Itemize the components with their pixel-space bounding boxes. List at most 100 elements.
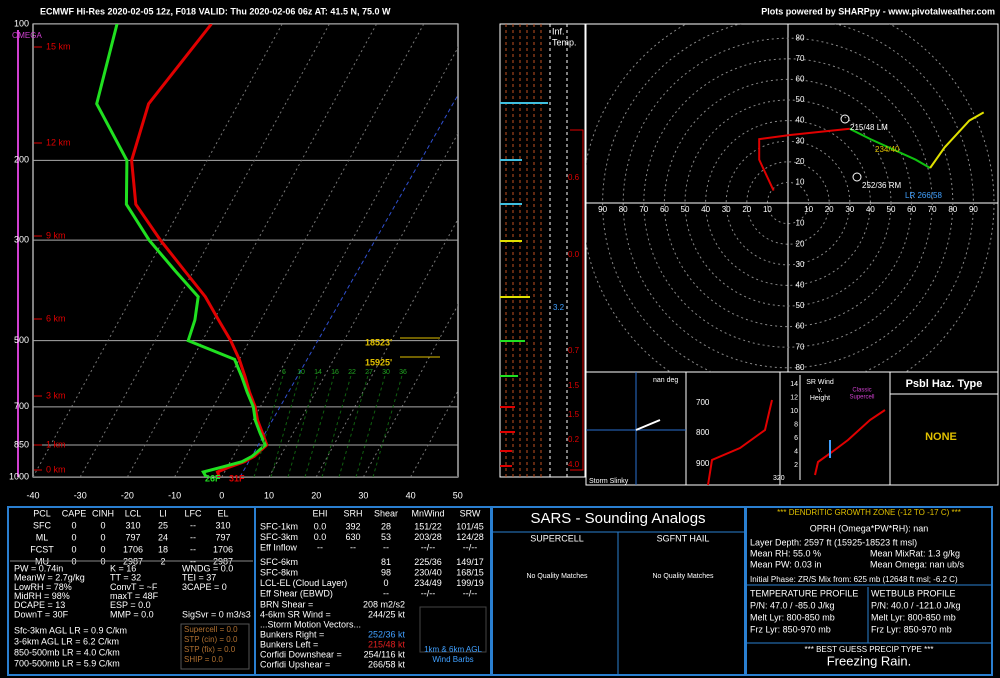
kin-cell: --	[317, 542, 323, 552]
kin-cell: 203/28	[414, 532, 442, 542]
kin-cell: 53	[381, 532, 391, 542]
kin-cell: --/--	[463, 588, 478, 598]
hodo-tick-label: 70	[796, 54, 805, 63]
hodo-ring	[705, 120, 871, 286]
thermo-cell: 0	[100, 544, 105, 554]
srw-tick: 4	[794, 448, 798, 455]
sars-result: No Quality Matches	[652, 573, 714, 580]
hodo-tick-label: 60	[907, 205, 916, 214]
isotherm	[410, 389, 458, 477]
kin-cell: SFC-6km	[260, 557, 298, 567]
hazard-title: Psbl Haz. Type	[906, 378, 983, 390]
hodo-tick-label: 20	[742, 205, 751, 214]
hodo-trace	[758, 127, 850, 192]
height-label: 0 km	[46, 464, 66, 474]
temp-tick-label: 20	[311, 490, 321, 500]
winter-line: Mean MixRat: 1.3 g/kg	[870, 548, 960, 558]
thermo-header: CINH	[92, 508, 114, 518]
infer-value: 0.7	[568, 346, 580, 355]
isotherm	[268, 132, 458, 477]
thermo-cell: --	[190, 544, 196, 554]
mixing-ratio-label: 6	[282, 369, 286, 376]
mixing-ratio-line	[338, 371, 370, 477]
thermo-index: maxT = 48F	[110, 591, 159, 601]
infer-value: 4.0	[568, 460, 580, 469]
infer-value: 0.0	[568, 250, 580, 259]
hodo-tick-label: 50	[681, 205, 690, 214]
hodo-ring	[602, 24, 974, 372]
kin-header: SRH	[343, 508, 362, 518]
hodo-tick-label: 30	[796, 260, 805, 269]
thermo-cell: SFC	[33, 520, 52, 530]
kin-cell: Eff Shear (EBWD)	[260, 588, 333, 598]
thermo-cell: 0	[71, 532, 76, 542]
kin-cell: Eff Inflow	[260, 542, 297, 552]
temp-tick-label: 30	[358, 490, 368, 500]
thermo-cell: 0	[100, 532, 105, 542]
kin-cell: 630	[345, 532, 360, 542]
thermo-cell: 0	[71, 544, 76, 554]
thermo-cell: 0	[100, 520, 105, 530]
kin-cell: --/--	[421, 542, 436, 552]
hodo-tick-label: 50	[796, 301, 805, 310]
winter-profile: P/N: 40.0 / -121.0 J/kg	[871, 600, 961, 610]
kin-vector: 215/48 kt	[368, 639, 406, 649]
kin-cell: 0	[383, 578, 388, 588]
kin-cell: 392	[345, 521, 360, 531]
height-label: 6 km	[46, 313, 66, 323]
hodo-tick-label: 10	[796, 178, 805, 187]
lapse-rate: 850-500mb LR = 4.0 C/km	[14, 647, 120, 657]
storm-motion	[852, 172, 862, 182]
storm-motion	[840, 114, 850, 124]
kin-cell: LCL-EL (Cloud Layer)	[260, 578, 347, 588]
thermo-cell: 18	[158, 544, 168, 554]
hodograph	[586, 24, 998, 372]
temp-tick-label: -30	[74, 490, 87, 500]
thermo-header: LFC	[184, 508, 202, 518]
pressure-tick-label: 850	[14, 439, 29, 449]
srw-tick: 2	[794, 462, 798, 469]
hodo-tick-label: 40	[796, 116, 805, 125]
isotherm	[221, 46, 458, 477]
hodo-trace	[849, 127, 931, 169]
mixing-ratio-line	[304, 371, 336, 477]
thermo-cell: FCST	[30, 544, 54, 554]
pressure-tick-label: 1000	[9, 471, 29, 481]
thermo-cell: 1706	[213, 544, 233, 554]
mixing-ratio-line	[253, 371, 285, 477]
sars-result: No Quality Matches	[526, 573, 588, 580]
hodo-tick-label: 10	[804, 205, 813, 214]
hodo-ring	[663, 78, 913, 328]
hodo-tick-label: 90	[598, 205, 607, 214]
winter-line: Layer Depth: 2597 ft (15925-18523 ft msl…	[750, 537, 917, 547]
kin-cell: --/--	[421, 588, 436, 598]
srw-note: Supercell	[849, 395, 874, 401]
hodo-ring	[586, 24, 995, 372]
mixing-ratio-line	[270, 371, 302, 477]
thermo-cell: 1706	[123, 544, 143, 554]
hodo-tick-label: 80	[796, 33, 805, 42]
hodo-tick-label: 10	[763, 205, 772, 214]
mixing-ratio-label: 30	[382, 369, 390, 376]
kin-header: EHI	[312, 508, 327, 518]
thermo-cell: 797	[125, 532, 140, 542]
severe-index: Supercell = 0.0	[184, 625, 238, 634]
theta-tick: 700	[696, 398, 710, 407]
thermo-cell: 24	[158, 532, 168, 542]
thermo-cell: 310	[215, 520, 230, 530]
slinky-title: Storm Slinky	[589, 478, 629, 485]
srw-title: SR Wind	[806, 379, 834, 386]
temp-tick-label: 50	[453, 490, 463, 500]
hodo-tick-label: 20	[796, 239, 805, 248]
thermo-index: TEI = 37	[182, 573, 216, 583]
lapse-rate: 3-6km AGL LR = 6.2 C/km	[14, 636, 119, 646]
mixing-ratio-line	[372, 371, 404, 477]
srw-title: v.	[818, 387, 823, 394]
freezing-line	[239, 94, 458, 477]
infer-value: 1.5	[568, 410, 580, 419]
hodo-trace	[929, 111, 985, 169]
srw-tick: 6	[794, 435, 798, 442]
kin-vectors-title: ...Storm Motion Vectors...	[260, 619, 361, 629]
thermo-index: SigSvr = 0 m3/s3	[182, 609, 251, 619]
kin-vector: Bunkers Left =	[260, 639, 318, 649]
